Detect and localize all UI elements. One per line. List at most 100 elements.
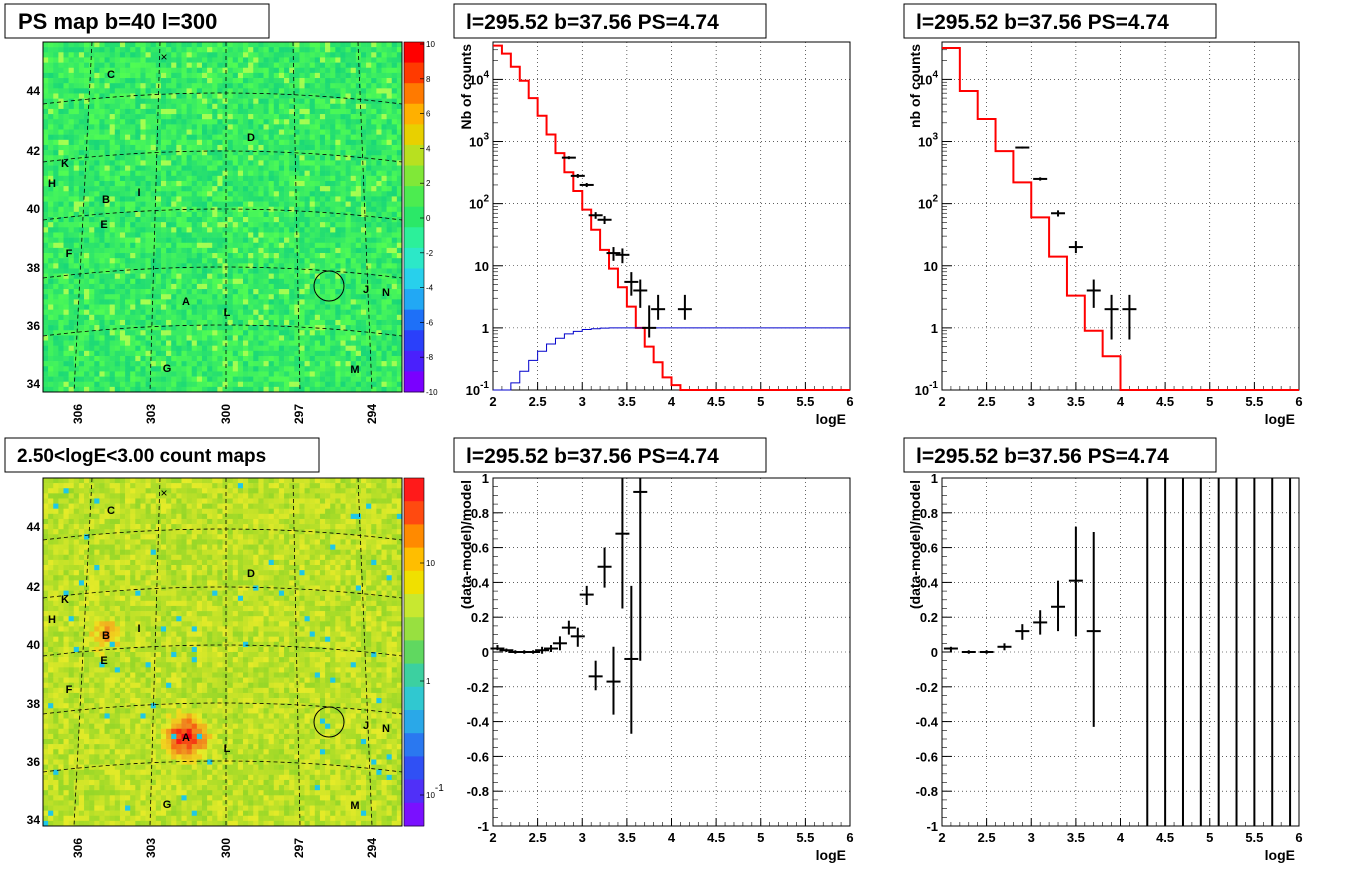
map-pixel: [340, 294, 346, 300]
map-pixel: [366, 253, 372, 259]
colorbar-tick-label: -4: [426, 284, 434, 293]
map-pixel: [268, 263, 275, 269]
map-pixel: [201, 340, 208, 346]
map-pixel: [263, 217, 269, 223]
map-pixel: [335, 227, 341, 233]
map-pixel: [350, 108, 357, 115]
map-pixel: [248, 227, 254, 233]
map-pixel: [94, 165, 100, 171]
map-pixel: [222, 139, 228, 146]
map-pixel: [227, 345, 234, 352]
map-pixel: [376, 309, 382, 316]
map-pixel: [181, 93, 187, 99]
map-pixel: [284, 165, 290, 171]
map-pixel: [222, 150, 228, 156]
map-pixel: [171, 278, 177, 285]
map-pixel: [335, 180, 341, 187]
map-pixel: [396, 88, 403, 94]
map-pixel: [227, 206, 234, 213]
map-pixel: [94, 62, 100, 69]
map-pixel: [99, 93, 105, 99]
map-pixel: [371, 340, 377, 346]
map-pixel: [186, 144, 193, 151]
map-pixel: [294, 62, 300, 69]
map-pixel: [355, 175, 362, 182]
map-pixel: [278, 314, 285, 321]
map-pixel: [345, 47, 352, 53]
map-pixel: [48, 232, 54, 238]
map-pixel: [125, 278, 131, 285]
map-pixel: [268, 211, 275, 218]
map-pixel: [335, 314, 341, 321]
map-pixel: [243, 155, 249, 161]
map-pixel: [289, 78, 295, 84]
map-pixel: [73, 78, 80, 84]
map-pixel: [340, 319, 346, 326]
map-pixel: [314, 319, 321, 326]
map-pixel: [222, 144, 228, 151]
map-pixel: [171, 191, 177, 197]
map-pixel: [391, 206, 398, 213]
map-pixel: [186, 325, 193, 331]
map-pixel: [48, 498, 54, 504]
map-pixel: [166, 124, 172, 130]
map-pixel: [355, 330, 362, 336]
map-pixel: [89, 186, 95, 192]
map-pixel: [207, 335, 213, 341]
map-pixel: [196, 155, 203, 161]
map-pixel: [99, 72, 105, 79]
map-pixel: [78, 304, 85, 310]
map-pixel: [171, 57, 177, 63]
map-pixel: [130, 273, 136, 280]
map-pixel: [345, 144, 352, 151]
map-pixel: [294, 124, 300, 130]
map-pixel: [140, 134, 146, 141]
map-pixel: [191, 196, 198, 202]
map-pixel: [99, 340, 105, 346]
map-pixel: [160, 242, 167, 249]
map-pixel: [304, 108, 310, 115]
map-pixel: [109, 211, 116, 218]
map-pixel: [330, 211, 336, 218]
map-pixel: [227, 314, 234, 321]
map-pixel: [43, 139, 49, 146]
map-pixel: [345, 165, 352, 171]
map-pixel: [330, 42, 336, 48]
map-pixel: [284, 52, 290, 58]
map-pixel: [181, 366, 187, 372]
map-pixel: [284, 309, 290, 316]
map-pixel: [222, 201, 228, 208]
map-pixel: [263, 93, 269, 99]
map-pixel: [360, 247, 367, 254]
map-pixel: [294, 170, 300, 177]
map-pixel: [53, 381, 59, 388]
map-pixel: [345, 180, 352, 187]
map-pixel: [119, 72, 126, 79]
map-pixel: [160, 258, 167, 264]
count-map-title-box: [4, 437, 320, 473]
map-pixel: [196, 98, 203, 105]
map-pixel: [176, 175, 182, 182]
map-pixel: [350, 309, 357, 316]
map-pixel: [135, 278, 141, 285]
map-pixel: [391, 335, 398, 341]
map-pixel: [360, 206, 367, 213]
map-pixel: [48, 739, 54, 745]
map-pixel: [191, 345, 198, 352]
map-pixel: [319, 361, 326, 367]
map-pixel: [299, 180, 305, 187]
map-pixel: [140, 242, 146, 249]
map-pixel: [89, 335, 95, 341]
map-pixel: [345, 350, 352, 357]
map-pixel: [371, 345, 377, 352]
map-pixel: [166, 119, 172, 125]
map-pixel: [73, 355, 80, 362]
map-pixel: [212, 232, 218, 238]
map-pixel: [335, 217, 341, 223]
map-pixel: [371, 98, 377, 105]
map-pixel: [150, 186, 157, 192]
map-pixel: [166, 52, 172, 58]
map-pixel: [253, 129, 259, 135]
map-pixel: [243, 93, 249, 99]
map-pixel: [268, 150, 275, 156]
